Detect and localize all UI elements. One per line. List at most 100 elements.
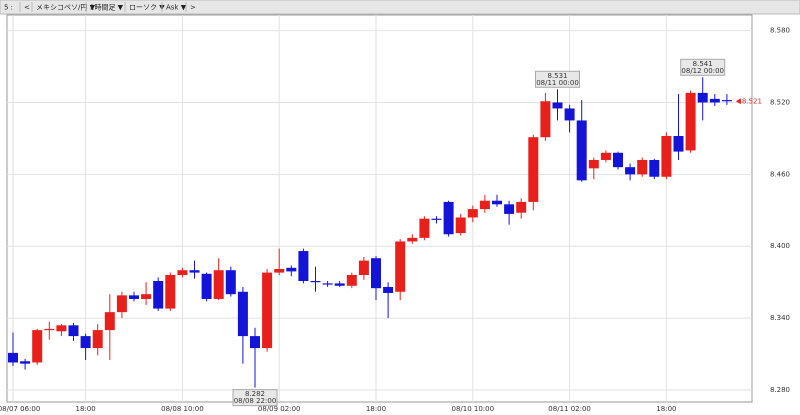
x-tick-label: 08/07 06:00 xyxy=(0,405,40,413)
candle-body xyxy=(298,251,309,281)
x-tick-label: 18:00 xyxy=(366,405,386,413)
candle-body xyxy=(68,325,79,337)
candle-body xyxy=(334,283,345,286)
candle-body xyxy=(383,286,394,293)
candle-body xyxy=(613,152,623,168)
candle-body xyxy=(395,241,406,292)
plot-area xyxy=(6,14,753,403)
candle-body xyxy=(600,152,611,160)
toolbar xyxy=(0,0,800,15)
candle-body xyxy=(721,100,732,102)
candle-body xyxy=(625,167,636,175)
toolbar-item[interactable]: Ask ▼ xyxy=(166,4,187,12)
candle-body xyxy=(540,101,551,138)
candle-body xyxy=(492,200,502,205)
annotation-time: 08/12 00:00 xyxy=(681,67,724,75)
last-price-arrow xyxy=(735,98,741,105)
candle-body xyxy=(552,102,563,109)
candle-body xyxy=(213,270,224,299)
toolbar-item: 5 : xyxy=(4,4,13,12)
candle-body xyxy=(177,270,188,275)
candle-body xyxy=(479,200,490,210)
candle-body xyxy=(8,352,18,363)
candle-body xyxy=(153,280,164,309)
x-tick-label: 08/09 02:00 xyxy=(258,405,301,413)
candle-body xyxy=(201,273,212,299)
candle-body xyxy=(310,280,321,283)
candle-body xyxy=(516,201,527,213)
candle-body xyxy=(661,136,672,177)
candle-body xyxy=(322,283,333,285)
candle-body xyxy=(649,159,660,177)
candle-body xyxy=(20,361,31,364)
candle-body xyxy=(80,336,91,349)
candles: 8.521 xyxy=(8,77,762,388)
candle-body xyxy=(44,328,55,331)
toolbar-items: 5 : < メキシコペソ/円 ▼2時間足 ▼ ローソク ▼ Ask ▼ > xyxy=(4,2,196,12)
candle-body xyxy=(165,274,176,309)
candle-body xyxy=(504,204,515,214)
candle-body xyxy=(419,218,430,238)
annotation-time: 08/08 22:00 xyxy=(234,397,277,405)
toolbar-item[interactable]: ローソク ▼ xyxy=(129,4,165,12)
annotation-value: 8.541 xyxy=(693,60,713,68)
candle-body xyxy=(104,312,115,331)
candle-body xyxy=(528,137,539,202)
candle-body xyxy=(371,258,381,289)
candle-body xyxy=(56,325,67,332)
candle-body xyxy=(709,98,720,103)
y-tick-label: 8.460 xyxy=(770,170,790,178)
y-tick-label: 8.340 xyxy=(770,314,790,322)
annotation-box xyxy=(535,70,580,88)
candle-body xyxy=(92,330,103,349)
x-tick-label: 08/08 10:00 xyxy=(161,405,204,413)
candle-body xyxy=(358,260,369,275)
candle-body xyxy=(455,217,466,234)
x-tick-label: 08/11 02:00 xyxy=(548,405,591,413)
grid: 8.280 8.340 8.400 8.460 8.520 8.580 08/07 06:0… xyxy=(0,15,790,413)
candle-body xyxy=(685,92,696,151)
y-tick-label: 8.520 xyxy=(770,98,790,106)
candle-body xyxy=(346,274,357,286)
candle-body xyxy=(189,270,200,273)
candle-body xyxy=(407,237,418,242)
candle-body xyxy=(286,267,297,272)
candle-body xyxy=(443,201,454,235)
y-tick-label: 8.400 xyxy=(770,242,790,250)
annotation-value: 8.531 xyxy=(547,72,567,80)
candle-body xyxy=(262,272,273,349)
toolbar-item[interactable]: メキシコペソ/円 ▼ xyxy=(36,4,96,12)
toolbar-item[interactable]: 2時間足 ▼ xyxy=(90,4,124,12)
toolbar-item[interactable]: > xyxy=(190,4,196,12)
candle-body xyxy=(129,295,139,299)
candle-body xyxy=(673,136,684,152)
candle-body xyxy=(467,209,478,218)
x-tick-label: 18:00 xyxy=(76,405,96,413)
x-tick-label: 08/10 10:00 xyxy=(452,405,495,413)
annotation-box xyxy=(680,58,726,76)
candle-body xyxy=(697,92,708,103)
y-tick-label: 8.280 xyxy=(770,386,790,394)
candle-body xyxy=(141,294,152,299)
candle-body xyxy=(274,269,285,273)
annotation-box xyxy=(232,389,278,407)
x-tick-label: 18:00 xyxy=(656,405,676,413)
last-price-label: 8.521 xyxy=(742,97,762,105)
candle-body xyxy=(576,120,587,181)
candle-body xyxy=(32,330,43,363)
annotation-time: 08/11 00:00 xyxy=(536,79,579,87)
candle-body xyxy=(431,218,442,220)
annotation-value: 8.282 xyxy=(245,390,265,398)
candle-body xyxy=(637,159,648,175)
candle-body xyxy=(588,159,599,169)
toolbar-item[interactable]: < xyxy=(24,4,30,12)
candle-body xyxy=(237,291,248,337)
candle-body xyxy=(225,270,236,295)
candle-body xyxy=(564,108,575,121)
candle-body xyxy=(250,336,260,349)
y-tick-label: 8.580 xyxy=(770,27,790,35)
candle-body xyxy=(116,295,127,313)
